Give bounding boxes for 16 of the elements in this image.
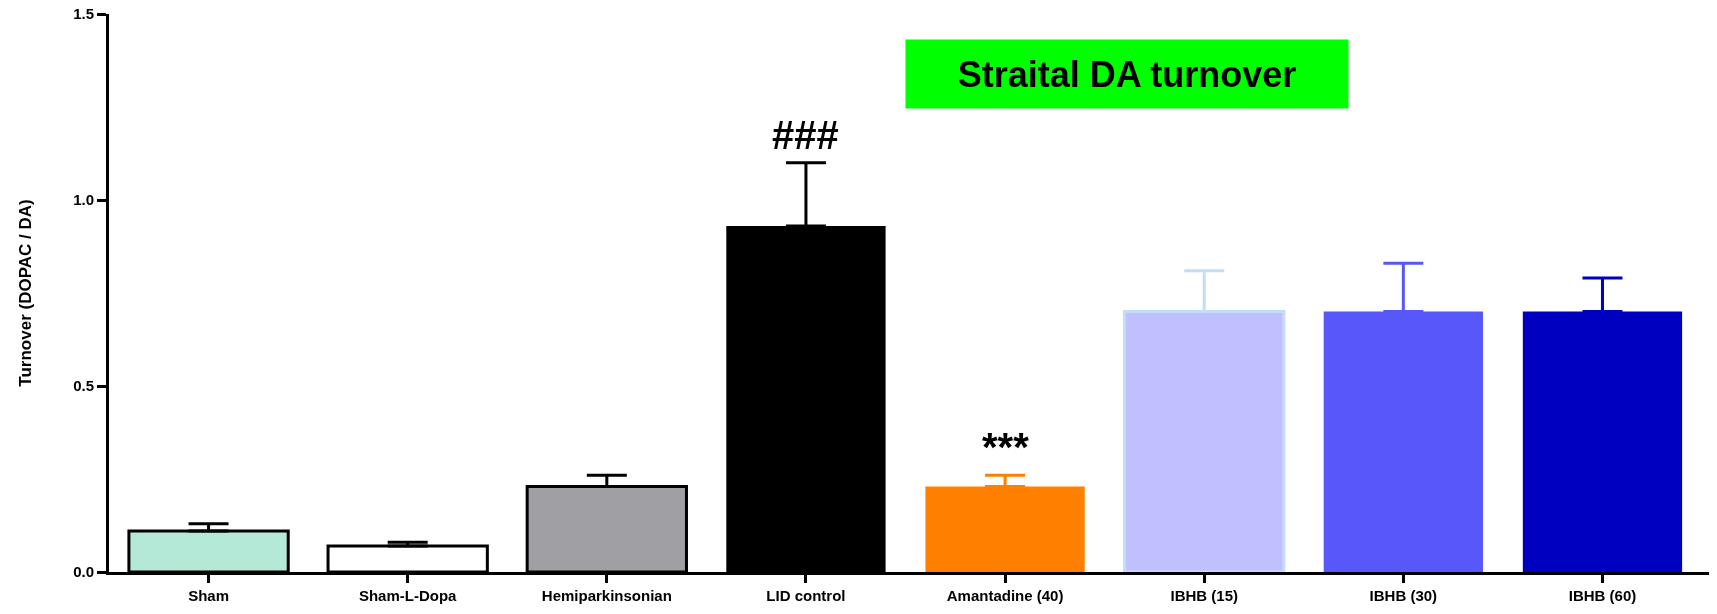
- text: Straital DA turnover: [957, 53, 1297, 95]
- y-tick-label: 0.0: [73, 563, 94, 581]
- annotation: ***: [982, 425, 1030, 469]
- y-tick-label: 0.5: [73, 377, 94, 395]
- y-tick-label: 1.5: [73, 5, 94, 23]
- x-tick-label: IBHB (30): [1369, 587, 1438, 604]
- x-tick-label: Sham: [188, 587, 229, 604]
- x-tick-label: LID control: [766, 587, 846, 604]
- annotation: ###: [772, 113, 839, 157]
- y-axis-title: Turnover (DOPAC / DA): [15, 199, 35, 387]
- y-tick-label: 1.0: [73, 191, 94, 209]
- x-tick-label: Hemiparkinsonian: [541, 587, 672, 604]
- x-tick-label: Sham-L-Dopa: [358, 587, 458, 604]
- x-tick-label: Amantadine (40): [946, 587, 1064, 604]
- x-tick-label: IBHB (60): [1568, 587, 1637, 604]
- x-tick-label: IBHB (15): [1170, 587, 1238, 604]
